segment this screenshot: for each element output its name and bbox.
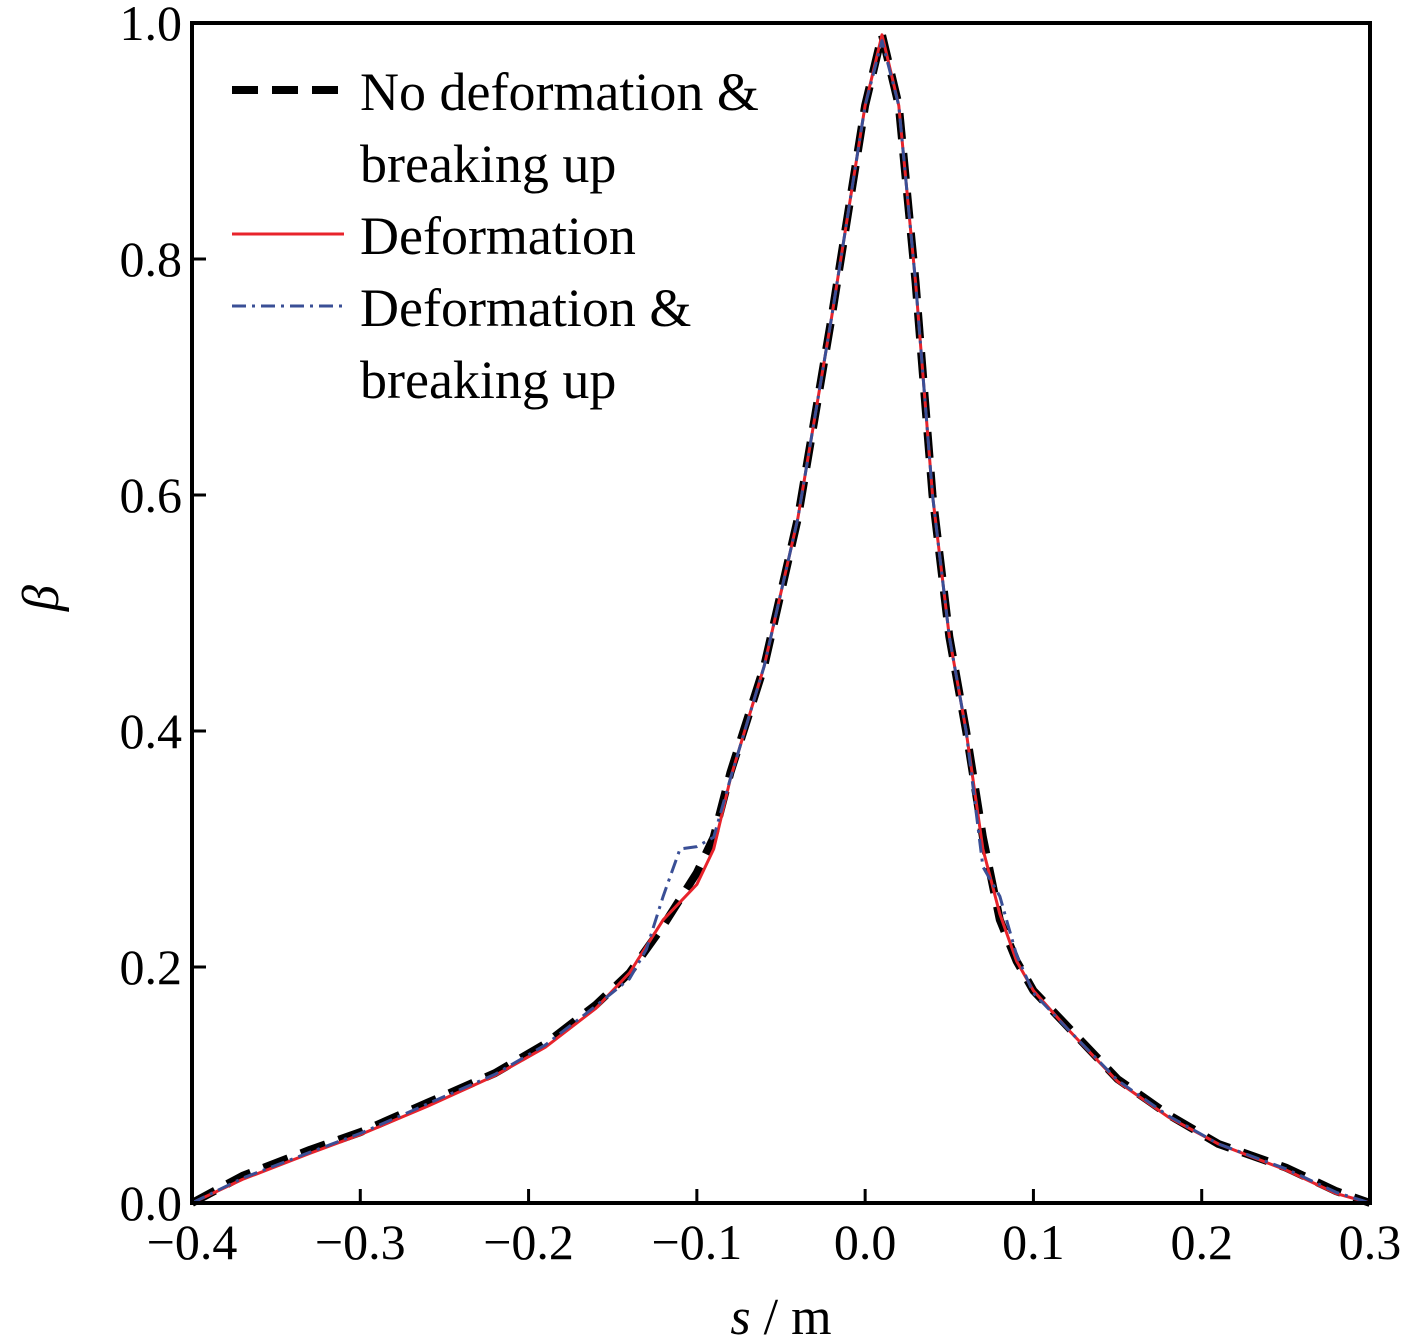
y-tick-label: 0.0 xyxy=(120,1175,183,1231)
y-tick-label: 0.8 xyxy=(120,231,183,287)
x-tick-label: −0.1 xyxy=(652,1214,743,1270)
y-tick-label: 0.2 xyxy=(120,939,183,995)
y-axis: 0.0 0.2 0.4 0.6 0.8 1.0 xyxy=(120,0,206,1231)
x-tick-label: −0.2 xyxy=(483,1214,574,1270)
x-tick-label: 0.2 xyxy=(1170,1214,1233,1270)
legend-label-1: breaking up xyxy=(360,134,616,194)
x-tick-label: −0.4 xyxy=(147,1214,238,1270)
y-tick-label: 0.6 xyxy=(120,467,183,523)
y-tick-label: 0.4 xyxy=(120,703,183,759)
legend-label-1: No deformation & xyxy=(360,62,759,122)
y-tick-label: 1.0 xyxy=(120,0,183,51)
x-axis: −0.4 −0.3 −0.2 −0.1 0.0 0.1 0.2 0.3 xyxy=(147,1189,1402,1270)
legend: No deformation & breaking up Deformation De… xyxy=(232,62,759,410)
legend-label-3: Deformation & xyxy=(360,278,691,338)
x-tick-label: 0.1 xyxy=(1002,1214,1065,1270)
x-tick-label: −0.3 xyxy=(315,1214,406,1270)
legend-label-3: breaking up xyxy=(360,350,616,410)
x-axis-label: s / m xyxy=(730,1289,831,1343)
legend-label-2: Deformation xyxy=(360,206,636,266)
y-axis-label: β xyxy=(13,585,70,612)
x-tick-label: 0.3 xyxy=(1339,1214,1402,1270)
series-lines xyxy=(190,30,1372,1207)
x-tick-label: 0.0 xyxy=(834,1214,897,1270)
series-line-3 xyxy=(191,39,1371,1205)
plot-frame xyxy=(190,21,1372,1205)
